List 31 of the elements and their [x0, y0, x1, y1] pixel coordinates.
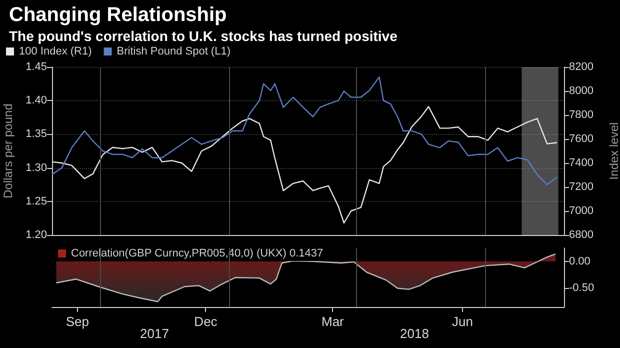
y2-tick-label: 6800 [569, 229, 594, 241]
y2-tick-label: 7000 [569, 205, 594, 217]
y-tick-label: 1.40 [26, 94, 47, 107]
text: 2018 [400, 326, 429, 341]
legend-label: 100 Index (R1) [19, 46, 92, 58]
legend-label: Correlation(GBP Curncy,PR005,40,0) (UKX) 0.1437 [71, 248, 324, 260]
x-tick-label: Jun [452, 314, 473, 329]
y-tick-label: 1.30 [26, 162, 47, 174]
y-tick-label: 1.35 [26, 128, 47, 140]
y2-tick-label: 7400 [569, 157, 594, 169]
x-tick-label: Mar [321, 314, 345, 329]
y-tick-label: 1.20 [26, 229, 47, 241]
y2-tick-label: 7200 [569, 181, 594, 193]
x-tick-label: Dec [194, 314, 218, 329]
y2-tick-label: 8000 [569, 85, 594, 97]
y2-axis-title: Index level [607, 122, 620, 180]
x-tick-label: Sep [66, 314, 89, 329]
line-series [51, 76, 558, 186]
chart-title: Changing Relationship [9, 4, 227, 26]
y2-tick-label: 7600 [569, 133, 594, 145]
y2-tick-label: 8200 [569, 61, 594, 73]
line-series [51, 106, 558, 224]
text: 2017 [140, 326, 169, 341]
y-axis-title: Dollars per pound [1, 104, 15, 198]
y2-tick-label: -0.50 [569, 282, 594, 294]
y-tick-label: 1.25 [26, 195, 47, 208]
legend-label: British Pound Spot (L1) [116, 46, 230, 58]
y2-tick-label: 7800 [569, 109, 594, 121]
y2-tick-label: 0.00 [569, 255, 590, 268]
chart-subtitle: The pound's correlation to U.K. stocks has turned positive [9, 28, 398, 44]
y-tick-label: 1.45 [26, 61, 47, 73]
